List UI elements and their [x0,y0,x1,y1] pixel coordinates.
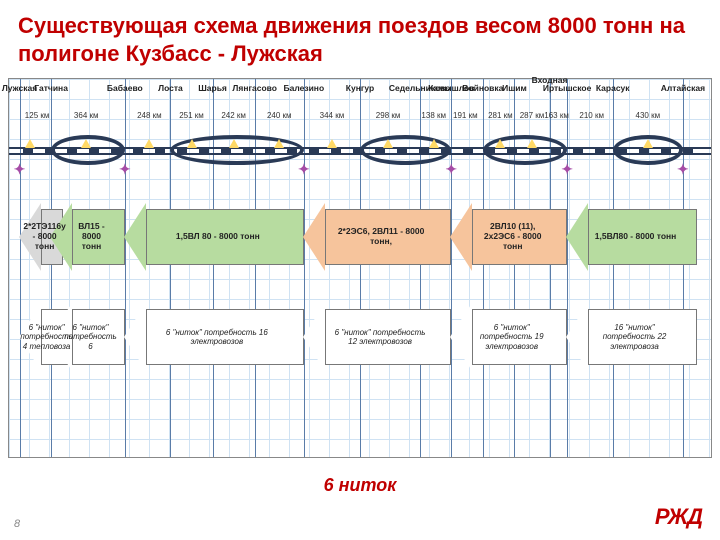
arrow-label: 6 "ниток" потребность 6 [64,323,117,351]
arrow-label: 2ВЛ10 (11), 2х2ЭС6 - 8000 тонн [476,222,549,251]
plus-icon: ✦ [119,161,131,178]
route-diagram: ЛужскаяГатчинаБабаевоЛостаШарьяЛянгасово… [8,78,712,458]
triangle-icon [429,139,439,148]
distance-label: 210 км [579,111,604,120]
triangle-icon [383,139,393,148]
station-label: Бабаево [107,83,143,93]
triangle-icon [81,139,91,148]
distance-label: 248 км [137,111,162,120]
station-label: Балезино [284,83,325,93]
locomotive-arrow: 1,5ВЛ 80 - 8000 тонн [146,209,304,265]
arrow-label: 16 "ниток" потребность 22 электровоза [594,323,675,351]
locomotive-arrow: 1,5ВЛ80 - 8000 тонн [588,209,697,265]
distance-label: 240 км [267,111,292,120]
triangle-icon [229,139,239,148]
station-label: Войновка [462,83,503,93]
distance-label: 364 км [74,111,99,120]
station-label: Шарья [198,83,227,93]
plus-icon: ✦ [298,161,310,178]
arrow-head-icon [303,203,325,271]
distance-label: 163 км [544,111,569,120]
threads-arrow: 6 "ниток" потребность 6 [72,309,125,365]
triangle-icon [187,139,197,148]
locomotive-arrow: ВЛ15 - 8000 тонн [72,209,125,265]
station-label: Кунгур [346,83,374,93]
rzd-logo: РЖД [655,504,702,530]
threads-arrow: 6 "ниток" потребность 19 электровозов [472,309,567,365]
arrow-label: 1,5ВЛ 80 - 8000 тонн [176,232,260,242]
plus-icon: ✦ [445,161,457,178]
distance-row: 125 км 364 км 248 км 251 км 242 км 240 км 344 … [9,111,711,125]
arrow-label: 6 "ниток" потребность 19 электровозов [478,323,545,351]
station-label: Ишим [502,83,527,93]
distance-label: 242 км [221,111,246,120]
distance-label: 287 км [520,111,545,120]
locomotive-arrows-row: 2*2ТЭ116у - 8000 тонн ВЛ15 - 8000 тонн 1,5… [9,209,711,269]
distance-label: 251 км [179,111,204,120]
arrow-head-icon [566,203,588,271]
station-label: Лоста [158,83,183,93]
locomotive-arrow: 2ВЛ10 (11), 2х2ЭС6 - 8000 тонн [472,209,567,265]
arrow-head-icon [124,203,146,271]
triangle-icon [25,139,35,148]
plus-icon: ✦ [561,161,573,178]
page-title: Существующая схема движения поездов весо… [0,0,720,73]
arrow-label: 2*2ЭС6, 2ВЛ11 - 8000 тонн, [329,227,433,247]
triangle-icon [327,139,337,148]
triangle-icon [274,139,284,148]
distance-label: 125 км [25,111,50,120]
distance-label: 191 км [453,111,478,120]
arrow-label: 2*2ТЭ116у - 8000 тонн [23,222,65,251]
station-label: Иртышское [543,83,592,93]
station-row: ЛужскаяГатчинаБабаевоЛостаШарьяЛянгасово… [9,83,711,101]
distance-label: 281 км [488,111,513,120]
arrow-head-icon [303,303,325,371]
distance-label: 430 км [636,111,661,120]
arrow-head-icon [450,303,472,371]
distance-label: 298 км [376,111,401,120]
arrow-label: 6 "ниток" потребность 12 электровозов [331,328,429,346]
distance-label: 344 км [320,111,345,120]
arrow-label: 6 "ниток" потребность 16 электровозов [152,328,282,346]
station-label: Лянгасово [232,83,277,93]
station-label: Карасук [596,83,630,93]
total-threads-label: 6 ниток [0,475,720,496]
station-label: Лужская [2,83,37,93]
station-label: Гатчина [34,83,68,93]
page-number: 8 [14,518,20,530]
distance-label: 138 км [421,111,446,120]
station-label: Алтайская [661,83,705,93]
threads-arrow: 16 "ниток" потребность 22 электровоза [588,309,697,365]
arrow-head-icon [124,303,146,371]
plus-icon: ✦ [677,161,689,178]
threads-arrows-row: 6 "ниток" потребность 4 тепловоза6 "нито… [9,309,711,369]
arrow-head-icon [450,203,472,271]
triangle-icon [527,139,537,148]
plus-icon: ✦ [14,161,26,178]
arrow-label: 1,5ВЛ80 - 8000 тонн [595,232,677,242]
arrow-label: ВЛ15 - 8000 тонн [76,222,107,251]
triangle-icon [643,139,653,148]
triangle-icon [144,139,154,148]
arrow-head-icon [566,303,588,371]
threads-arrow: 6 "ниток" потребность 12 электровозов [325,309,451,365]
locomotive-arrow: 2*2ЭС6, 2ВЛ11 - 8000 тонн, [325,209,451,265]
triangle-icon [495,139,505,148]
threads-arrow: 6 "ниток" потребность 16 электровозов [146,309,304,365]
